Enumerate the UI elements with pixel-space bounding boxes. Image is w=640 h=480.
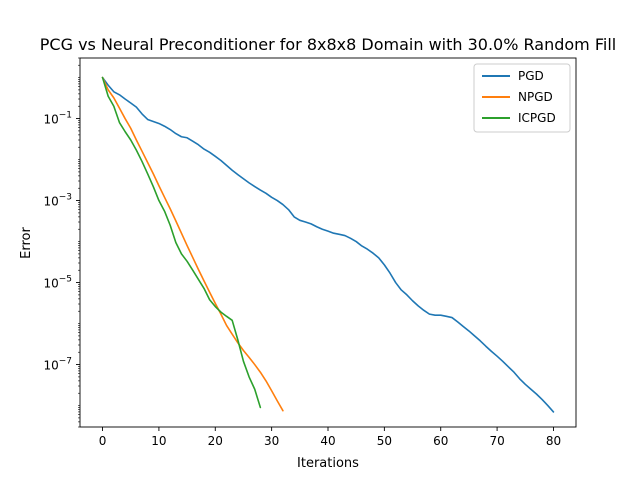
legend: PGD NPGD ICPGD (473, 63, 571, 133)
x-tick-label: 10 (151, 434, 166, 448)
y-tick-exponent: −1 (59, 111, 72, 121)
y-tick-label: 10−3 (43, 193, 72, 209)
y-tick-base: 10 (43, 359, 58, 373)
y-tick-exponent: −3 (59, 193, 72, 203)
legend-label: ICPGD (518, 111, 556, 125)
series-line-icpgd (101, 76, 262, 409)
plot-lines (101, 76, 555, 413)
x-tick-label: 30 (264, 434, 279, 448)
x-tick-label: 70 (489, 434, 504, 448)
y-tick-exponent: −7 (59, 357, 72, 367)
x-tick-label: 50 (377, 434, 392, 448)
y-tick-label: 10−5 (43, 275, 72, 291)
x-axis-label: Iterations (297, 456, 359, 471)
x-axis-ticks: 0 10 20 30 40 50 60 70 80 (99, 427, 561, 448)
y-tick-base: 10 (43, 113, 58, 127)
y-tick-base: 10 (43, 277, 58, 291)
plot-frame (79, 57, 577, 428)
y-tick-label: 10−1 (43, 111, 72, 127)
y-tick-base: 10 (43, 195, 58, 209)
x-tick-label: 80 (546, 434, 561, 448)
x-tick-label: 40 (320, 434, 335, 448)
y-axis-ticks: 10−710−510−310−1 (43, 57, 80, 428)
series-line-npgd (101, 76, 284, 412)
y-tick-label: 10−7 (43, 357, 72, 373)
y-tick-exponent: −5 (59, 275, 72, 285)
x-tick-label: 0 (99, 434, 107, 448)
y-axis-label: Error (19, 227, 34, 259)
legend-label: PGD (518, 69, 544, 83)
legend-label: NPGD (518, 90, 553, 104)
series-line-pgd (101, 76, 555, 413)
x-tick-label: 20 (208, 434, 223, 448)
x-tick-label: 60 (433, 434, 448, 448)
chart-title: PCG vs Neural Preconditioner for 8x8x8 D… (40, 35, 616, 54)
legend-box (473, 63, 571, 133)
